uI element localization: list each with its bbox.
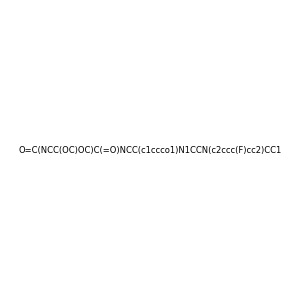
Text: O=C(NCC(OC)OC)C(=O)NCC(c1ccco1)N1CCN(c2ccc(F)cc2)CC1: O=C(NCC(OC)OC)C(=O)NCC(c1ccco1)N1CCN(c2c… bbox=[18, 146, 282, 154]
